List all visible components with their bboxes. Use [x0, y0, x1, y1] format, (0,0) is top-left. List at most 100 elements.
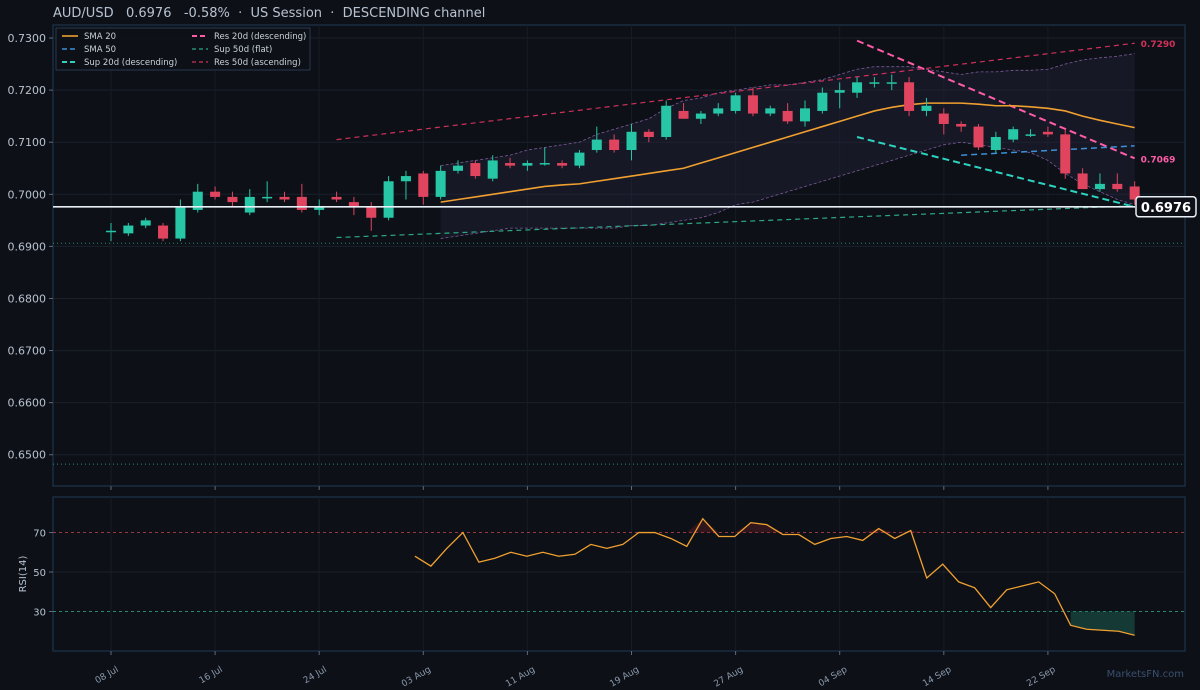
rsi-overbought-fill: [910, 530, 927, 533]
bollinger-upper: [440, 53, 1135, 167]
candle-body: [227, 196, 238, 203]
y-tick-label: 0.6600: [8, 397, 47, 410]
candle-body: [713, 108, 724, 114]
candle-body: [973, 126, 984, 148]
y-tick-label: 0.7200: [8, 84, 47, 97]
x-tick-label: 27 Aug: [712, 665, 745, 690]
candle-body: [834, 90, 845, 93]
trendline: [856, 136, 1135, 208]
candle-body: [314, 207, 325, 210]
rsi-overbought-fill: [686, 518, 703, 533]
legend-label: SMA 20: [84, 32, 116, 42]
legend-label: SMA 50: [84, 45, 116, 55]
candle-body: [244, 196, 255, 213]
candle-body: [175, 207, 186, 239]
rsi-overbought-fill: [702, 518, 719, 533]
candle-body: [695, 113, 706, 119]
candle-body: [921, 105, 932, 111]
candle-body: [626, 131, 637, 151]
candle-body: [539, 163, 550, 165]
candle-body: [1060, 134, 1071, 174]
candle-body: [661, 105, 672, 137]
candle-body: [1077, 173, 1088, 190]
y-tick-label: 0.7300: [8, 32, 47, 45]
candle-body: [800, 108, 810, 122]
legend-label: Sup 50d (flat): [214, 45, 272, 55]
x-tick-label: 22 Sep: [1025, 665, 1057, 689]
candle-body: [331, 196, 342, 200]
bollinger-band-fill: [440, 53, 1135, 239]
x-tick-label: 16 Jul: [198, 665, 225, 686]
candle-body: [1025, 134, 1036, 136]
candle-body: [279, 196, 290, 200]
legend-box: [55, 27, 311, 71]
candle-body: [366, 207, 377, 218]
trendline: [336, 205, 1135, 239]
candle-body: [852, 82, 863, 93]
rsi-oversold-fill: [1070, 611, 1135, 636]
candle-body: [1008, 129, 1019, 140]
rsi-y-tick-label: 50: [33, 568, 46, 579]
chart-title: AUD/USD 0.6976 -0.58% · US Session · DES…: [53, 6, 486, 21]
last-price-label: 0.6976: [1141, 201, 1191, 216]
legend-label: Sup 20d (descending): [84, 58, 177, 68]
candle-body: [210, 191, 221, 197]
candle-body: [400, 176, 411, 182]
x-tick-label: 04 Sep: [817, 665, 849, 689]
rsi-overbought-fill: [750, 522, 767, 533]
rsi-panel-frame: [52, 496, 1186, 652]
x-tick-label: 24 Jul: [302, 665, 329, 686]
y-tick-label: 0.6500: [8, 449, 47, 462]
candle-body: [574, 152, 585, 166]
x-tick-label: 11 Aug: [504, 665, 537, 690]
bollinger-lower: [440, 141, 1135, 239]
watermark: MarketsFN.com: [1106, 669, 1184, 680]
trendline: [336, 42, 1135, 141]
candle-body: [435, 170, 446, 197]
x-tick-label: 19 Aug: [608, 665, 641, 690]
candle-body: [869, 82, 880, 84]
rsi-line: [414, 517, 1135, 636]
candle-body: [747, 95, 758, 114]
candle-body: [765, 108, 776, 114]
trendline: [856, 39, 1136, 160]
y-tick-label: 0.6800: [8, 292, 47, 305]
candle-body: [886, 82, 897, 84]
y-tick-label: 0.7000: [8, 188, 47, 201]
rsi-overbought-fill: [734, 522, 751, 533]
x-tick-label: 03 Aug: [400, 665, 433, 690]
rsi-y-tick-label: 70: [33, 529, 46, 540]
candle-body: [505, 163, 516, 166]
candle-body: [557, 163, 568, 166]
candle-body: [140, 220, 151, 226]
sma20-line: [440, 102, 1135, 203]
legend: SMA 20 SMA 50 Sup 20d (descending) Res 20d …: [55, 27, 311, 71]
trendline-label: 0.7069: [1141, 155, 1176, 165]
last-price-box: [1135, 196, 1197, 218]
candle-body: [522, 163, 533, 166]
x-tick-label: 08 Jul: [94, 665, 121, 686]
legend-label: Res 50d (ascending): [214, 58, 301, 68]
price-panel-frame: [52, 24, 1186, 487]
candle-body: [383, 181, 394, 218]
candle-body: [487, 160, 498, 179]
candle-body: [782, 110, 793, 122]
candle-body: [817, 92, 828, 111]
candle-body: [1112, 183, 1123, 190]
y-tick-label: 0.7100: [8, 136, 47, 149]
trendline-label: 0.7290: [1141, 40, 1176, 50]
rsi-y-tick-label: 30: [33, 608, 46, 619]
candle-body: [591, 139, 602, 151]
candle-body: [106, 230, 116, 233]
candle-body: [938, 113, 949, 124]
candle-body: [1129, 186, 1140, 200]
candle-body: [643, 131, 654, 137]
y-tick-label: 0.6700: [8, 345, 47, 358]
candle-body: [453, 165, 463, 171]
candle-body: [730, 95, 741, 111]
candle-body: [192, 191, 203, 210]
candle-body: [904, 82, 915, 111]
candle-body: [296, 196, 307, 210]
